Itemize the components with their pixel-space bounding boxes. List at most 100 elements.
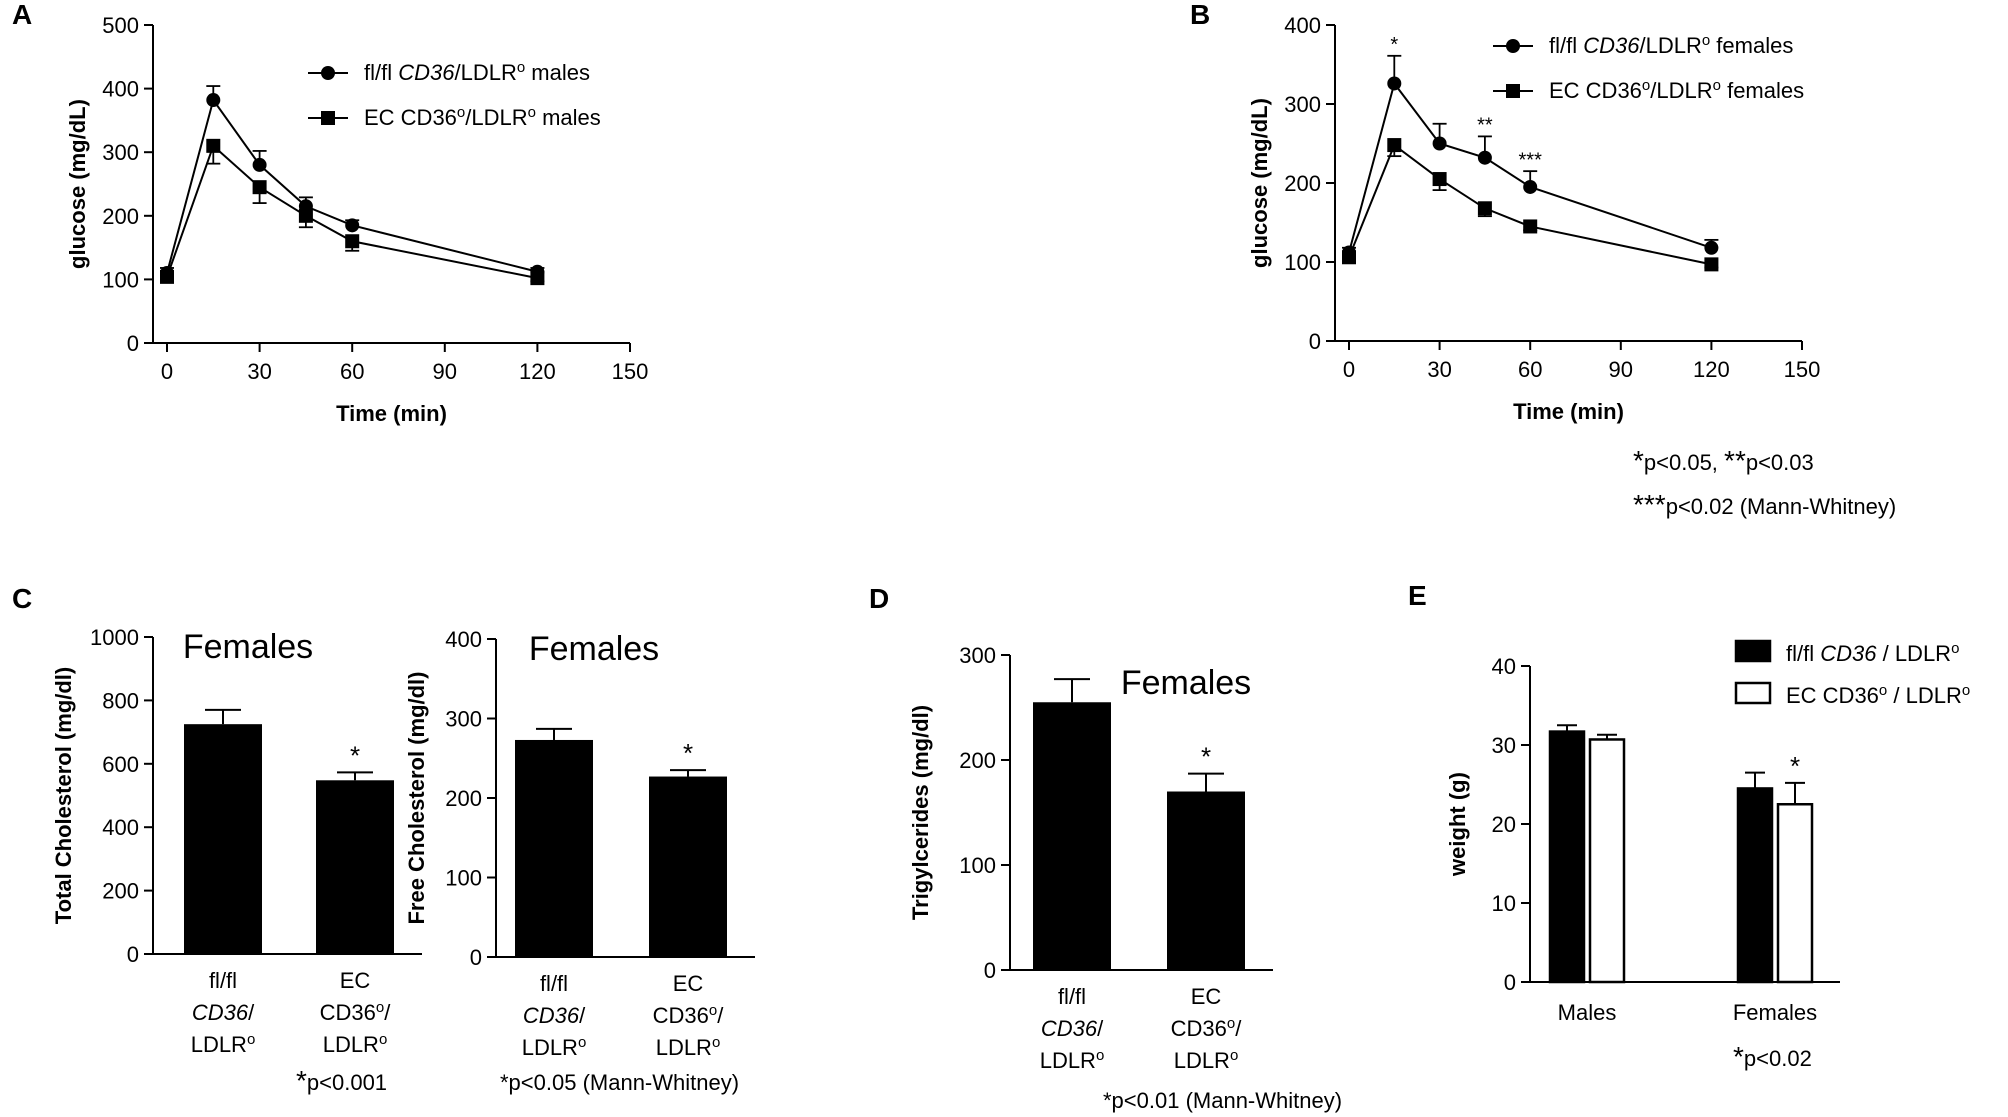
panel-A-y-tick-label: 100: [102, 267, 139, 292]
panel-D-category-label: LDLRo: [1040, 1047, 1105, 1074]
panel-C2-category-label-part: /: [717, 1003, 724, 1028]
panel-A-point-square: [530, 271, 545, 286]
panel-C2-y-axis-title: Free Cholesterol (mg/dl): [404, 671, 429, 924]
panel-C2-note: *p<0.05 (Mann-Whitney): [500, 1070, 739, 1095]
panel-C2-category-label: CD36/: [523, 1003, 586, 1028]
panel-B-legend-entry-part: o: [1713, 77, 1721, 94]
legend-marker-circle: [1506, 39, 1520, 53]
panel-B-legend-entry-part: o: [1702, 32, 1710, 49]
panel-A-x-tick-label: 90: [433, 359, 457, 384]
panel-letter-A: A: [12, 0, 32, 30]
panel-A-legend-entry-part: CD36: [398, 60, 455, 85]
panel-B-legend-entry-part: /LDLR: [1650, 78, 1712, 103]
panel-B-legend-entry-part: /LDLR: [1639, 33, 1701, 58]
panel-C2-bar-0: [515, 739, 593, 957]
panel-B-point-circle: [1704, 240, 1719, 255]
panel-E-y-tick-label: 0: [1504, 970, 1516, 995]
panel-C-note-part: *: [296, 1065, 307, 1096]
panel-B-legend-entry-part: fl/fl: [1549, 33, 1583, 58]
panel-A-y-tick-label: 400: [102, 77, 139, 102]
panel-B-y-tick-label: 200: [1284, 171, 1321, 196]
panel-E-bar: [1736, 787, 1774, 984]
panel-B-note: ***p<0.02 (Mann-Whitney): [1633, 489, 1896, 520]
legend-swatch: [1734, 681, 1772, 705]
panel-A-point-square: [252, 180, 267, 195]
panel-E-note: *p<0.02: [1733, 1041, 1812, 1072]
panel-A-point-circle: [206, 93, 221, 108]
legend-marker-square: [1506, 84, 1520, 98]
panel-A-y-tick-label: 300: [102, 140, 139, 165]
panel-C2-category-label-part: LDLR: [656, 1035, 712, 1060]
panel-C-y-tick-label: 200: [102, 879, 139, 904]
panel-letter-E: E: [1408, 580, 1427, 611]
panel-B-legend-entry: EC CD36o/LDLRo females: [1549, 77, 1804, 104]
panel-D-category-label-part: fl/fl: [1058, 984, 1086, 1009]
panel-C-y-axis-title: Total Cholesterol (mg/dl): [51, 667, 76, 924]
panel-E-legend-entry-part: o: [1962, 682, 1970, 699]
panel-B-significance-marker: ***: [1519, 149, 1543, 171]
panel-E-significance-marker: *: [1790, 751, 1800, 781]
panel-C-y-tick-label: 400: [102, 815, 139, 840]
panel-A-x-tick-label: 60: [340, 359, 364, 384]
legend-swatch: [1734, 639, 1772, 663]
panel-B-x-tick-label: 30: [1427, 357, 1451, 382]
panel-C2: 0100200300400fl/flCD36/LDLRo*ECCD36o/LDL…: [404, 627, 755, 1095]
panel-C2-y-tick-label: 300: [445, 707, 482, 732]
panel-B-x-tick-label: 60: [1518, 357, 1542, 382]
panel-B-point-square: [1432, 172, 1447, 187]
panel-A-legend-entry-part: males: [536, 105, 601, 130]
panel-C-category-label-part: CD36: [320, 1000, 376, 1025]
panel-D-y-tick-label: 300: [959, 643, 996, 668]
panel-C-category-label: fl/fl: [209, 968, 237, 993]
panel-D-bar-1: [1167, 791, 1245, 970]
panel-A-legend-entry-part: fl/fl: [364, 60, 398, 85]
panel-B-legend-entry-part: EC CD36: [1549, 78, 1642, 103]
panel-E-note-part: *: [1733, 1041, 1744, 1072]
panel-C-category-label: CD36o/: [320, 999, 392, 1026]
panel-A-point-square: [345, 234, 360, 249]
panel-C-category-label-part: CD36: [192, 1000, 249, 1025]
panel-letter-B: B: [1190, 0, 1210, 30]
panel-B-point-circle: [1387, 76, 1402, 91]
panel-A-x-tick-label: 120: [519, 359, 556, 384]
panel-C-y-tick-label: 800: [102, 688, 139, 713]
panel-B-y-tick-label: 0: [1309, 329, 1321, 354]
panel-E-y-tick-label: 20: [1492, 812, 1516, 837]
panel-B-y-tick-label: 100: [1284, 250, 1321, 275]
panel-C-category-label-part: LDLR: [191, 1032, 247, 1057]
panel-C-category-label-part: /: [384, 1000, 391, 1025]
panel-B-note-part: p<0.02 (Mann-Whitney): [1666, 494, 1897, 519]
panel-C-category-label: LDLRo: [323, 1031, 388, 1058]
panel-C-category-label-part: fl/fl: [209, 968, 237, 993]
panel-A-legend-entry-part: males: [525, 60, 590, 85]
panel-D-title: Females: [1121, 664, 1251, 702]
panel-C-y-tick-label: 0: [127, 942, 139, 967]
panel-C-significance-marker: *: [350, 740, 360, 770]
panel-A-legend-entry-part: o: [528, 104, 536, 121]
panel-A-point-square: [298, 208, 313, 223]
panel-D-category-label-part: o: [1230, 1047, 1238, 1064]
panel-C2-category-label-part: o: [712, 1034, 720, 1051]
panel-C2-title: Females: [529, 630, 659, 668]
panel-C2-category-label-part: CD36: [523, 1003, 580, 1028]
panel-C2-category-label-part: o: [578, 1034, 586, 1051]
panel-D-category-label: CD36o/: [1171, 1015, 1243, 1042]
panel-C-category-label: LDLRo: [191, 1031, 256, 1058]
legend-marker-circle: [321, 66, 335, 80]
panel-A-series-line-1: [166, 144, 538, 280]
panel-B-legend-entry-part: o: [1642, 77, 1650, 94]
panel-C2-category-label: LDLRo: [656, 1034, 721, 1061]
panel-D-category-label-part: o: [1227, 1015, 1235, 1032]
panel-A-point-square: [206, 138, 221, 153]
panel-D: D0100200300fl/flCD36/LDLRo*ECCD36o/LDLRo…: [869, 583, 1342, 1113]
panel-E-legend-entry: EC CD36o / LDLRo: [1786, 682, 1970, 709]
panel-C-category-label: CD36/: [192, 1000, 255, 1025]
panel-E-category-label: Males: [1558, 1000, 1617, 1025]
panel-A-y-tick-label: 0: [127, 331, 139, 356]
legend-marker-square: [321, 111, 335, 125]
panel-C2-y-tick-label: 0: [470, 945, 482, 970]
panel-A-legend-entry: EC CD36o/LDLRo males: [364, 104, 601, 131]
panel-C-note: *p<0.001: [296, 1065, 387, 1096]
panel-D-y-tick-label: 0: [984, 958, 996, 983]
panel-B-legend-entry: fl/fl CD36/LDLRo females: [1549, 32, 1793, 59]
